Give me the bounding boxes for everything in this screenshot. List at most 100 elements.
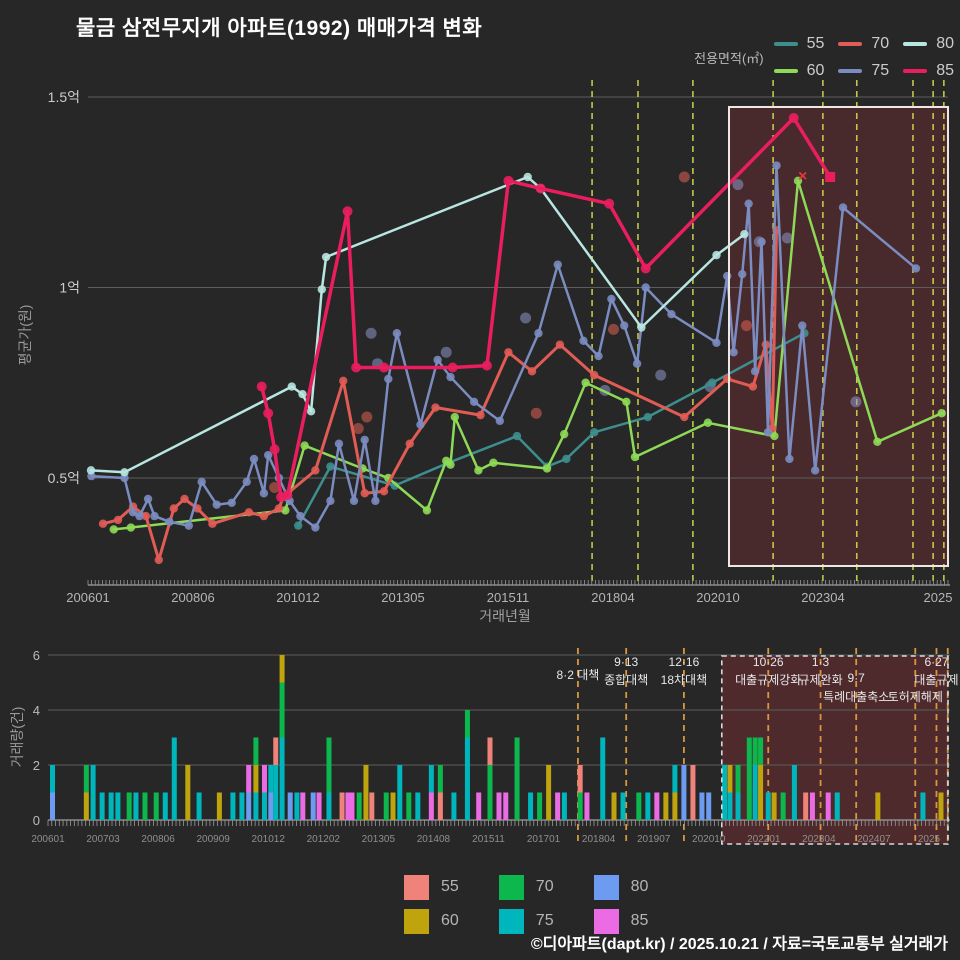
- line-legend-label: 60: [806, 61, 825, 79]
- volume-bar-segment: [487, 737, 493, 765]
- volume-bar-segment: [294, 792, 300, 820]
- outlier-dot: [530, 407, 542, 419]
- volume-bar-segment: [253, 765, 259, 793]
- price-dot-75: [838, 203, 848, 212]
- price-dot-75: [723, 271, 732, 281]
- bar-x-tick-label: 201804: [582, 834, 616, 845]
- line-legend-item-80[interactable]: 80: [903, 35, 954, 53]
- bar-legend: 55 70 80 60 75 85: [404, 870, 648, 938]
- volume-bar-segment: [825, 792, 831, 820]
- price-dot-75: [620, 321, 629, 330]
- volume-bar-segment: [752, 765, 758, 820]
- line-legend-item-75[interactable]: 75: [838, 62, 889, 80]
- bar-y-tick-label: 6: [33, 648, 40, 663]
- price-dot-70: [527, 367, 537, 376]
- price-dot-75: [495, 416, 505, 426]
- price-dot-75: [632, 359, 642, 368]
- volume-bar-segment: [153, 792, 159, 820]
- outlier-dot: [440, 346, 452, 358]
- line-legend-item-60[interactable]: 60: [773, 61, 825, 80]
- price-dot-55: [294, 521, 303, 530]
- bar-y-axis-title: 거래량(건): [9, 707, 25, 768]
- bar-swatch-icon: [593, 874, 619, 900]
- policy-label-date: 12·16: [669, 655, 700, 669]
- volume-bar-segment: [654, 792, 660, 820]
- bar-x-tick-label: 202407: [857, 834, 891, 845]
- price-dot-75: [197, 477, 206, 487]
- bar-legend-item-70[interactable]: 70: [498, 870, 554, 904]
- price-dot-75: [371, 496, 380, 506]
- bar-x-tick-label: 200909: [196, 834, 230, 845]
- outlier-dot: [269, 482, 281, 494]
- price-dot-70: [180, 494, 189, 504]
- volume-bar-segment: [126, 792, 132, 820]
- bar-legend-item-75[interactable]: 75: [498, 904, 554, 938]
- price-dot-85: [481, 360, 492, 371]
- price-dot-85: [604, 198, 615, 209]
- price-dot-60: [489, 458, 498, 467]
- price-dot-80: [317, 285, 327, 294]
- price-line-70: [101, 228, 778, 562]
- price-line-85: [259, 116, 832, 499]
- policy-label-name: 토허제해제: [888, 690, 943, 704]
- volume-bar-segment: [369, 792, 375, 820]
- line-legend-item-85[interactable]: 85: [903, 62, 954, 80]
- volume-bar-segment: [681, 765, 687, 820]
- price-dot-85: [342, 206, 353, 217]
- price-dot-85: [263, 408, 274, 419]
- main-y-tick-label: 1억: [59, 280, 80, 296]
- policy-label-date: 10·26: [753, 655, 784, 669]
- bar-swatch-icon: [498, 874, 524, 900]
- line-legend-item-70[interactable]: 70: [838, 35, 889, 53]
- bar-legend-item-85[interactable]: 85: [593, 904, 648, 938]
- volume-bar-segment: [464, 710, 470, 738]
- price-dot-75: [416, 420, 425, 429]
- main-y-tick-label: 0.5억: [48, 470, 80, 486]
- volume-bar-segment: [503, 792, 509, 820]
- bar-legend-item-80[interactable]: 80: [593, 870, 648, 904]
- main-x-tick-label: 201511: [487, 590, 529, 605]
- main-x-tick-label: 200806: [171, 590, 214, 605]
- price-dot-70: [476, 410, 485, 420]
- price-dot-70: [154, 555, 163, 565]
- main-y-tick-label: 1.5억: [48, 89, 80, 105]
- price-dot-85: [269, 444, 280, 455]
- price-dot-75: [446, 372, 455, 382]
- volume-bar-segment: [268, 765, 274, 793]
- price-dot-60: [422, 506, 432, 515]
- bar-swatch-icon: [404, 908, 429, 934]
- bar-legend-item-60[interactable]: 60: [404, 904, 459, 938]
- price-dot-75: [150, 511, 159, 521]
- price-dot-70: [98, 519, 108, 528]
- volume-bar-segment: [537, 792, 543, 820]
- bar-legend-item-55[interactable]: 55: [404, 870, 459, 904]
- x-cross-marker: ×: [798, 168, 807, 185]
- volume-bar-segment: [464, 737, 470, 820]
- main-x-tick-label: 202304: [801, 590, 844, 605]
- bar-x-tick-label: 201701: [527, 834, 561, 845]
- volume-bar-segment: [735, 765, 741, 793]
- price-dot-70: [590, 370, 599, 380]
- volume-bar-segment: [415, 792, 421, 820]
- bar-x-tick-label: 201012: [252, 834, 286, 845]
- price-dot-60: [703, 418, 713, 427]
- line-legend-label: 85: [936, 61, 954, 79]
- volume-bar-segment: [83, 792, 89, 820]
- volume-bar-segment: [133, 792, 139, 820]
- volume-bar-segment: [487, 765, 493, 820]
- price-dot-75: [607, 294, 616, 304]
- volume-bar-segment: [514, 737, 520, 820]
- volume-bar-segment: [809, 792, 815, 820]
- volume-bar-segment: [938, 792, 944, 820]
- volume-bar-segment: [803, 792, 809, 820]
- price-dot-60: [446, 460, 455, 469]
- series-end-square-marker: [825, 172, 836, 183]
- price-dot-75: [744, 199, 753, 208]
- main-x-tick-label: 201305: [381, 590, 424, 605]
- line-legend-item-55[interactable]: 55: [773, 35, 824, 53]
- price-dot-55: [643, 412, 653, 422]
- volume-bar-segment: [316, 792, 322, 820]
- price-line-60: [112, 179, 943, 531]
